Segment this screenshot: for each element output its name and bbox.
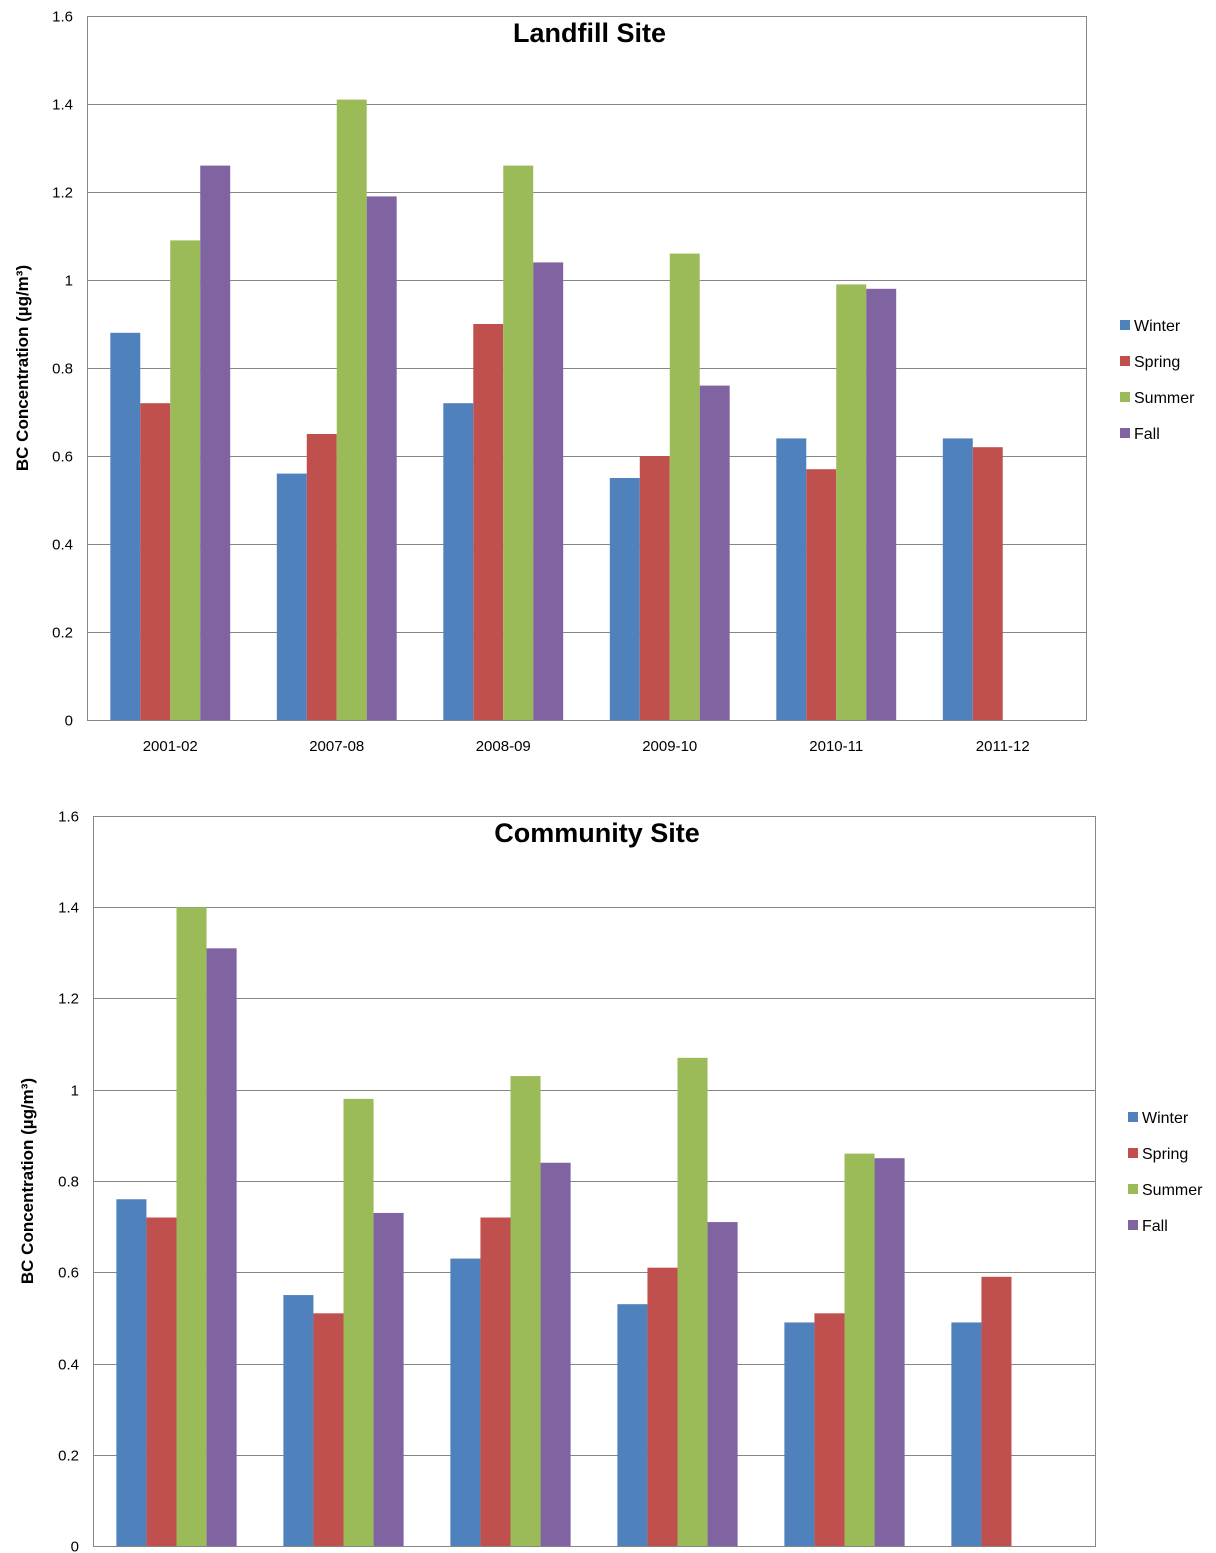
legend-swatch — [1128, 1184, 1138, 1194]
bar-spring-2008-09 — [473, 324, 504, 720]
legend-label: Winter — [1134, 318, 1181, 335]
legend-label: Fall — [1134, 426, 1160, 443]
bar-summer-2001-02 — [170, 240, 201, 720]
bar-summer-2008-09 — [503, 165, 534, 721]
y-tick-label: 0.2 — [52, 625, 73, 642]
bar-spring-2001-02 — [146, 1217, 177, 1546]
y-axis-title: BC Concentration (µg/m³) — [13, 265, 32, 471]
bar-spring-2008-09 — [480, 1217, 511, 1546]
bar-winter-2011-12 — [951, 1322, 982, 1546]
legend-label: Spring — [1134, 354, 1180, 371]
bar-fall-2007-08 — [366, 196, 397, 720]
bar-winter-2011-12 — [942, 438, 973, 720]
x-tick-label: 2001-02 — [143, 738, 198, 755]
y-tick-label: 0 — [71, 1539, 79, 1553]
chart-title: Landfill Site — [513, 18, 666, 48]
bar-spring-2009-10 — [647, 1267, 678, 1546]
bar-winter-2009-10 — [617, 1304, 648, 1546]
bar-winter-2009-10 — [609, 478, 640, 720]
y-tick-label: 1 — [71, 1083, 79, 1100]
bar-winter-2001-02 — [110, 332, 141, 720]
x-tick-label: 2009-10 — [642, 738, 697, 755]
legend-swatch — [1128, 1148, 1138, 1158]
y-tick-label: 0.8 — [58, 1174, 79, 1191]
y-axis-title: BC Concentration (µg/m³) — [18, 1078, 37, 1284]
y-tick-label: 1 — [65, 273, 73, 290]
bar-fall-2001-02 — [200, 165, 231, 721]
bar-fall-2001-02 — [206, 948, 237, 1546]
bar-summer-2007-08 — [343, 1098, 374, 1546]
bar-summer-2009-10 — [669, 253, 700, 720]
bar-winter-2007-08 — [283, 1295, 314, 1546]
y-tick-label: 1.6 — [58, 809, 79, 826]
legend-swatch — [1120, 428, 1130, 438]
bar-fall-2010-11 — [874, 1158, 905, 1546]
bar-summer-2007-08 — [336, 99, 367, 721]
y-tick-label: 0.4 — [58, 1357, 79, 1374]
legend-label: Spring — [1142, 1146, 1188, 1163]
bar-fall-2009-10 — [707, 1222, 738, 1546]
legend-label: Summer — [1142, 1182, 1203, 1199]
y-tick-label: 0.6 — [52, 449, 73, 466]
legend-label: Summer — [1134, 390, 1195, 407]
bar-spring-2007-08 — [306, 434, 337, 720]
y-tick-label: 0 — [65, 713, 73, 730]
y-tick-label: 1.6 — [52, 9, 73, 26]
bar-summer-2008-09 — [510, 1076, 541, 1546]
y-tick-label: 0.6 — [58, 1265, 79, 1282]
x-tick-label: 2011-12 — [976, 738, 1030, 755]
bar-winter-2010-11 — [784, 1322, 815, 1546]
x-tick-label: 2008-09 — [476, 738, 531, 755]
landfill-site-chart: 0 0.2 0.4 0.6 0.8 1 1.2 1.4 1.6 2001-02 2007-08 200… — [13, 9, 1195, 756]
bar-winter-2008-09 — [443, 403, 474, 720]
bar-spring-2010-11 — [814, 1313, 845, 1546]
bar-fall-2008-09 — [540, 1162, 571, 1546]
bar-summer-2001-02 — [176, 907, 207, 1546]
bar-winter-2001-02 — [116, 1199, 147, 1546]
bar-fall-2010-11 — [866, 288, 897, 720]
legend-swatch — [1128, 1220, 1138, 1230]
bar-spring-2001-02 — [140, 403, 171, 720]
bar-spring-2009-10 — [639, 456, 670, 720]
y-tick-label: 1.4 — [52, 97, 73, 114]
bar-winter-2007-08 — [276, 473, 307, 720]
bar-summer-2010-11 — [836, 284, 867, 720]
bar-spring-2007-08 — [313, 1313, 344, 1546]
legend-label: Fall — [1142, 1218, 1168, 1235]
y-tick-label: 0.8 — [52, 361, 73, 378]
bar-summer-2010-11 — [844, 1153, 875, 1546]
bar-fall-2009-10 — [699, 385, 730, 720]
bar-spring-2011-12 — [981, 1276, 1012, 1546]
bar-summer-2009-10 — [677, 1057, 708, 1546]
bar-spring-2010-11 — [806, 469, 837, 720]
bar-winter-2010-11 — [776, 438, 807, 720]
y-tick-label: 1.2 — [52, 185, 73, 202]
y-tick-label: 1.2 — [58, 991, 79, 1008]
bar-fall-2008-09 — [533, 262, 564, 720]
legend-swatch — [1128, 1112, 1138, 1122]
legend-swatch — [1120, 356, 1130, 366]
chart-title: Community Site — [494, 818, 700, 848]
legend-label: Winter — [1142, 1110, 1189, 1127]
legend-swatch — [1120, 320, 1130, 330]
legend-swatch — [1120, 392, 1130, 402]
x-tick-label: 2007-08 — [309, 738, 364, 755]
y-tick-label: 0.2 — [58, 1448, 79, 1465]
y-tick-label: 0.4 — [52, 537, 73, 554]
community-site-chart: 00.20.40.60.811.21.41.62001-022007-08200… — [18, 809, 1203, 1553]
bar-spring-2011-12 — [972, 447, 1003, 720]
y-tick-label: 1.4 — [58, 900, 79, 917]
x-tick-label: 2010-11 — [809, 738, 863, 755]
bar-fall-2007-08 — [373, 1212, 404, 1546]
bar-winter-2008-09 — [450, 1258, 481, 1546]
